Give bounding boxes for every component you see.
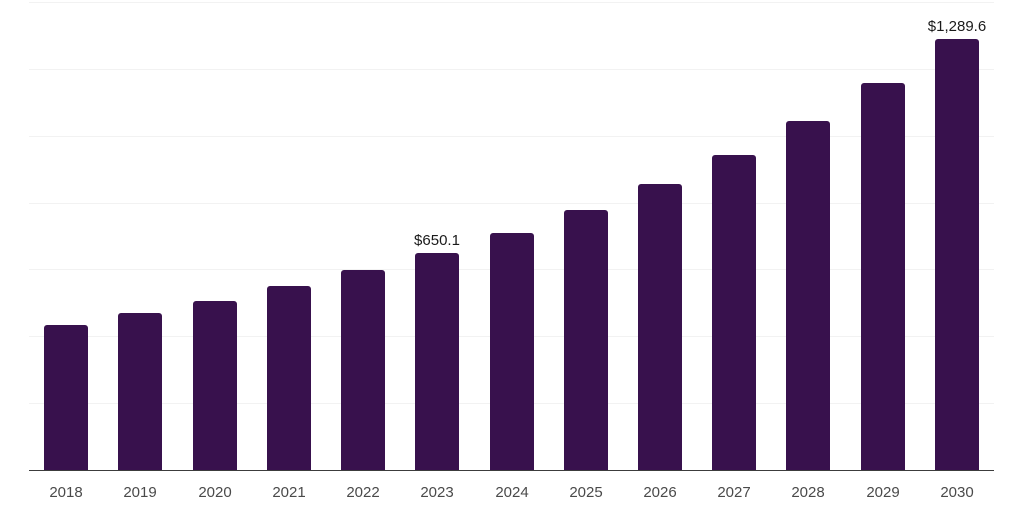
x-tick-label-2027: 2027 (717, 484, 751, 501)
x-tick-label-2024: 2024 (495, 484, 529, 501)
bar-2030 (935, 39, 979, 470)
bar-2021 (267, 286, 311, 470)
x-axis-line (29, 470, 994, 471)
x-tick-label-2025: 2025 (569, 484, 603, 501)
gridline (29, 69, 994, 70)
x-tick-label-2023: 2023 (420, 484, 454, 501)
x-tick-label-2020: 2020 (198, 484, 232, 501)
bar-2020 (193, 301, 237, 470)
bar-2023 (415, 253, 459, 470)
x-tick-label-2022: 2022 (346, 484, 380, 501)
bar-2024 (490, 233, 534, 470)
bar-2028 (786, 121, 830, 470)
x-tick-label-2029: 2029 (866, 484, 900, 501)
bar-value-label-2023: $650.1 (414, 232, 460, 249)
x-tick-label-2030: 2030 (940, 484, 974, 501)
bar-value-label-2030: $1,289.6 (927, 18, 987, 35)
bar-2026 (638, 184, 682, 470)
bar-2029 (861, 83, 905, 470)
gridline (29, 136, 994, 137)
bar-2018 (44, 325, 88, 470)
x-tick-label-2021: 2021 (272, 484, 306, 501)
x-tick-label-2018: 2018 (49, 484, 83, 501)
bar-2027 (712, 155, 756, 470)
bar-2019 (118, 313, 162, 470)
x-tick-label-2019: 2019 (123, 484, 157, 501)
bar-2022 (341, 270, 385, 470)
gridline (29, 203, 994, 204)
x-tick-label-2028: 2028 (791, 484, 825, 501)
gridline (29, 2, 994, 3)
x-tick-label-2026: 2026 (643, 484, 677, 501)
bar-2025 (564, 210, 608, 470)
